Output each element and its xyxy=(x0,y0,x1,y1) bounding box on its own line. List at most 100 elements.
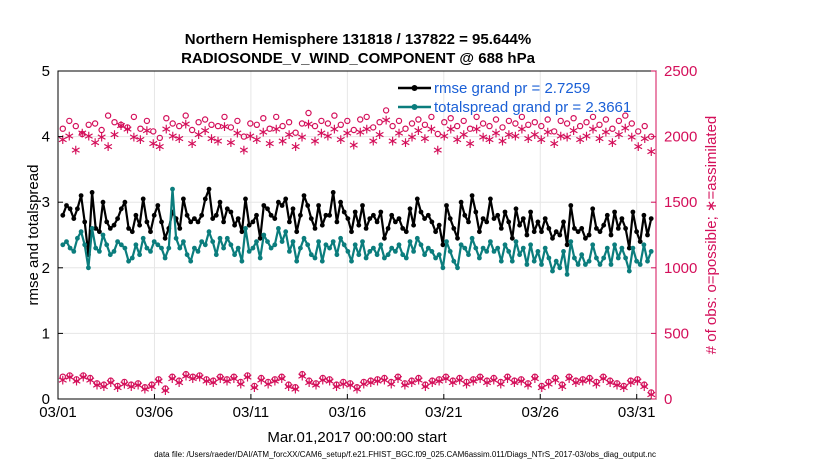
assimilated_low-point: ∗ xyxy=(509,375,521,391)
possible_low-point xyxy=(299,370,306,378)
possible-point xyxy=(428,113,435,121)
totalspread-point xyxy=(422,252,427,258)
rmse-point xyxy=(590,206,596,212)
assimilated-point: ∗ xyxy=(503,127,515,143)
possible-point xyxy=(447,114,454,122)
rmse-point xyxy=(283,196,289,202)
totalspread-point xyxy=(615,255,621,261)
rmse-point xyxy=(192,216,197,222)
rmse-point xyxy=(210,216,216,222)
totalspread-point xyxy=(356,252,362,258)
possible_low-point xyxy=(524,380,532,387)
assimilated_low-point: ∗ xyxy=(132,378,144,394)
possible_low-point xyxy=(497,378,504,386)
possible-point xyxy=(479,120,487,127)
rmse-point xyxy=(243,196,248,202)
totalspread-point xyxy=(403,255,409,261)
rmse-point xyxy=(64,203,69,208)
possible-point xyxy=(454,122,461,130)
rmse-point xyxy=(67,206,73,212)
assimilated-point: ∗ xyxy=(587,122,599,138)
totalspread-point xyxy=(425,245,431,251)
assimilated-point: ∗ xyxy=(497,134,509,150)
rmse-point xyxy=(612,209,617,215)
rmse-point xyxy=(140,196,146,202)
assimilated-point: ∗ xyxy=(122,122,134,138)
possible_low-point xyxy=(347,380,354,387)
rmse-point xyxy=(312,226,318,231)
totalspread-point xyxy=(257,255,263,261)
rmse-point xyxy=(78,193,84,199)
totalspread-point xyxy=(162,255,168,261)
rmse-point xyxy=(393,219,398,225)
possible-point xyxy=(563,120,571,127)
rmse-point xyxy=(228,209,234,215)
rmse-point xyxy=(82,219,88,225)
possible-point xyxy=(72,122,80,130)
totalspread-point xyxy=(210,239,216,245)
rmse-point xyxy=(458,199,464,205)
totalspread-point xyxy=(181,239,186,245)
possible-point xyxy=(344,117,351,125)
possible-point xyxy=(402,125,409,132)
totalspread-point xyxy=(217,235,223,241)
rmse-point xyxy=(272,216,278,222)
rmse-point xyxy=(195,219,201,225)
possible-point xyxy=(273,113,280,121)
assimilated-point: ∗ xyxy=(277,134,289,150)
totalspread-point xyxy=(111,249,117,254)
assimilated_low-point: ∗ xyxy=(344,378,356,394)
possible_low-point xyxy=(367,377,374,384)
rmse-point xyxy=(323,212,329,218)
assimilated_low-point: ∗ xyxy=(645,387,657,403)
rmse-point xyxy=(122,199,128,205)
rmse-point xyxy=(330,190,336,195)
x-tick-label: 03/11 xyxy=(233,404,269,421)
y-left-tick-label: 2 xyxy=(42,260,50,277)
possible_low-point xyxy=(586,374,593,382)
totalspread-point xyxy=(374,252,380,258)
totalspread-point xyxy=(568,239,574,245)
totalspread-point xyxy=(393,249,398,254)
rmse-point xyxy=(586,232,592,238)
rmse-point xyxy=(433,229,438,235)
rmse-point xyxy=(104,219,110,225)
rmse-point xyxy=(440,242,446,248)
possible-point xyxy=(635,128,642,135)
totalspread-point xyxy=(104,242,110,248)
assimilated_low-point: ∗ xyxy=(276,371,288,387)
assimilated_low-point: ∗ xyxy=(310,378,322,394)
possible_low-point xyxy=(155,376,162,383)
y-left-tick-label: 3 xyxy=(42,194,50,211)
x-tick-label: 03/31 xyxy=(618,404,656,421)
possible_low-point xyxy=(401,380,409,387)
totalspread-point xyxy=(586,258,592,264)
totalspread-point xyxy=(301,235,307,241)
possible-point xyxy=(266,125,273,132)
assimilated_low-point: ∗ xyxy=(495,376,507,392)
assimilated_low-point: ∗ xyxy=(454,372,466,388)
totalspread-point xyxy=(509,258,515,264)
possible_low-point xyxy=(80,372,87,379)
possible-point xyxy=(234,117,241,125)
totalspread-point xyxy=(67,245,73,251)
totalspread-point xyxy=(648,249,654,254)
totalspread-point xyxy=(572,255,577,261)
possible-point xyxy=(557,117,564,125)
possible-point xyxy=(583,118,590,126)
possible-point xyxy=(318,117,325,125)
assimilated-point: ∗ xyxy=(238,143,250,159)
possible_low-point xyxy=(169,373,176,380)
possible-point xyxy=(576,122,584,130)
possible-point xyxy=(628,120,636,127)
assimilated-point: ∗ xyxy=(581,128,593,144)
possible_low-point xyxy=(210,377,217,384)
assimilated-point: ∗ xyxy=(361,122,373,138)
rmse-point xyxy=(385,226,391,231)
possible_low-point xyxy=(107,377,114,384)
assimilated-point: ∗ xyxy=(380,113,392,129)
totalspread-point xyxy=(155,242,161,248)
rmse-point xyxy=(451,226,457,231)
totalspread-point xyxy=(477,255,482,261)
x-tick-label: 03/26 xyxy=(521,404,559,421)
